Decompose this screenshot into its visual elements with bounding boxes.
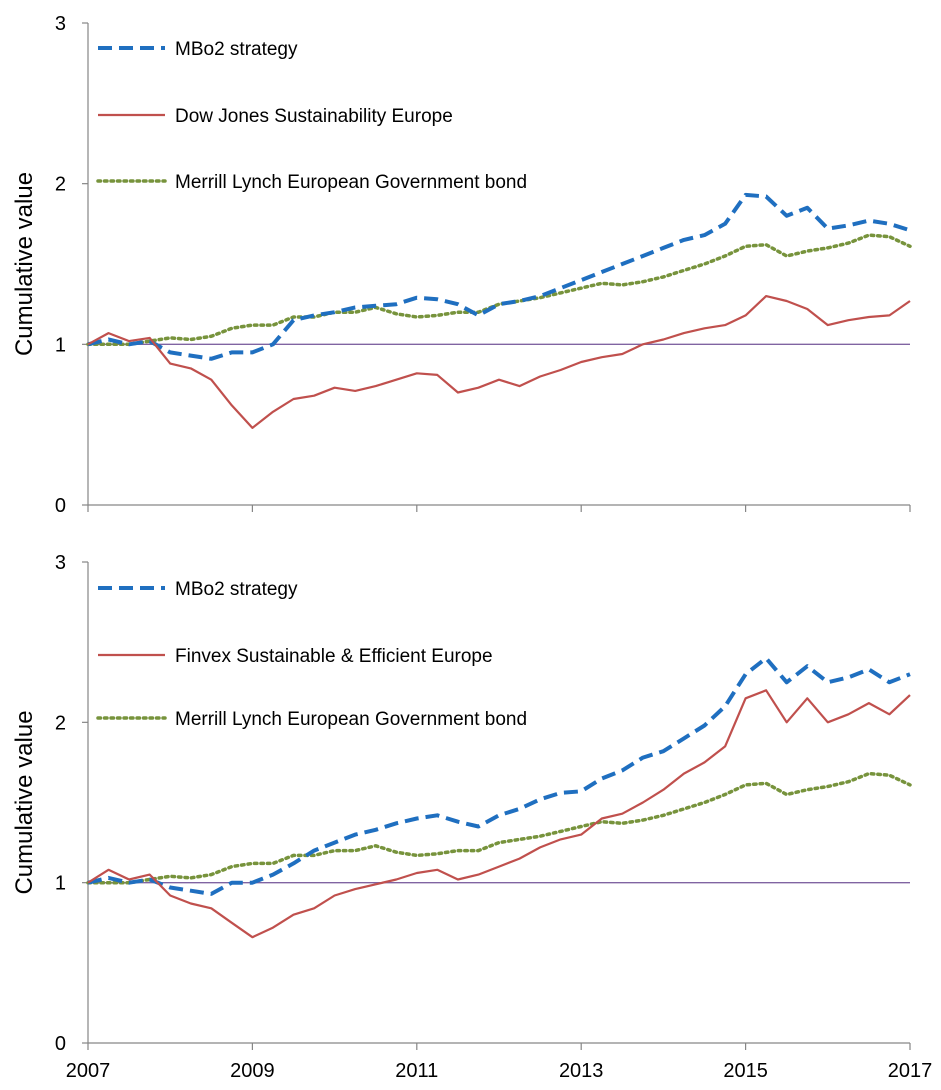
y-tick-label: 0 [55, 495, 66, 517]
legend-label: Dow Jones Sustainability Europe [175, 106, 453, 127]
legend-label: MBo2 strategy [175, 39, 298, 60]
legend-label: Merrill Lynch European Government bond [175, 709, 527, 730]
legend-label: Finvex Sustainable & Efficient Europe [175, 646, 493, 667]
series-line [86, 771, 912, 885]
series-line [87, 656, 911, 896]
legend-label: Merrill Lynch European Government bond [175, 172, 527, 193]
x-tick-label: 2013 [559, 1060, 604, 1082]
y-tick-label: 2 [55, 712, 66, 734]
y-tick-label: 1 [55, 334, 66, 356]
y-tick-label: 1 [55, 873, 66, 895]
y-tick-label: 3 [55, 13, 66, 35]
y-axis-label: Cumulative value [11, 172, 38, 356]
series-line [87, 689, 911, 939]
x-tick-label: 2007 [66, 1060, 111, 1082]
y-tick-label: 2 [55, 174, 66, 196]
chart-panel-2: 0 1 2 3 2007 2009 2011 2013 2015 2017 Cumulative v… [11, 552, 932, 1082]
y-tick-label: 0 [55, 1033, 66, 1055]
x-tick-label: 2009 [230, 1060, 275, 1082]
y-axis-label: Cumulative value [11, 710, 38, 894]
x-tick-label: 2017 [888, 1060, 933, 1082]
x-tick-label: 2011 [395, 1060, 438, 1082]
legend-label: MBo2 strategy [175, 579, 298, 600]
series-line [87, 192, 911, 361]
series-line [87, 295, 911, 429]
x-tick-label: 2015 [723, 1060, 768, 1082]
series-line [86, 233, 912, 347]
y-tick-label: 3 [55, 552, 66, 574]
chart-panel-1: 0 1 2 3 Cumulative value MBo2 strategy Dow Jon… [11, 13, 912, 517]
